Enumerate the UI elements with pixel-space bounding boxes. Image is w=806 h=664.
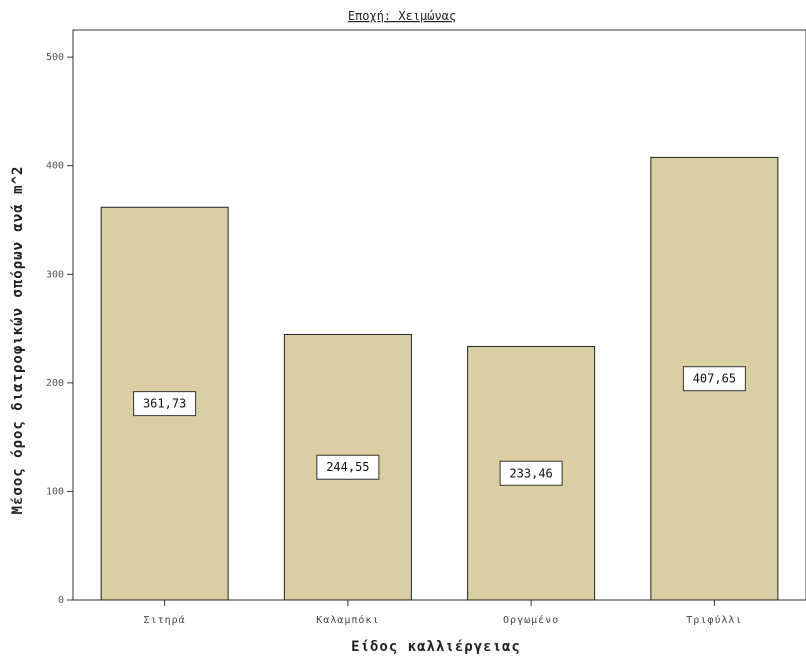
y-tick-label: 500: [46, 52, 64, 63]
data-label: 244,55: [326, 460, 369, 474]
data-label: 361,73: [143, 397, 186, 411]
y-tick-label: 0: [58, 595, 64, 606]
y-axis: 0 100 200 300 400 500: [46, 52, 73, 606]
plot-frame: [72, 29, 806, 601]
data-label: 407,65: [693, 372, 736, 386]
x-axis: Σιτηρά Καλαμπόκι Οργωμένο Τριφύλλι: [144, 600, 742, 626]
data-label-box: [682, 366, 746, 392]
x-tick-label: Οργωμένο: [503, 614, 559, 626]
data-label-box: [499, 460, 563, 486]
x-tick-label: Τριφύλλι: [686, 614, 742, 626]
y-tick-label: 200: [46, 378, 64, 389]
x-axis-title: Είδος καλλιέργειας: [351, 639, 521, 655]
y-tick-label: 400: [46, 161, 64, 172]
data-label-box: [133, 391, 197, 417]
y-tick-label: 100: [46, 486, 64, 497]
data-label-box: [316, 454, 380, 480]
data-label: 233,46: [509, 466, 552, 480]
x-tick-label: Καλαμπόκι: [316, 614, 379, 626]
x-tick-label: Σιτηρά: [144, 614, 186, 626]
y-axis-title: Μέσος όρος διατροφικών σπόρων ανά m^2: [10, 166, 26, 515]
chart-title: Εποχή: Χειμώνας: [348, 9, 456, 23]
bars-group: 361,73 244,55 233,46 407,65: [100, 156, 779, 601]
y-tick-label: 300: [46, 269, 64, 280]
